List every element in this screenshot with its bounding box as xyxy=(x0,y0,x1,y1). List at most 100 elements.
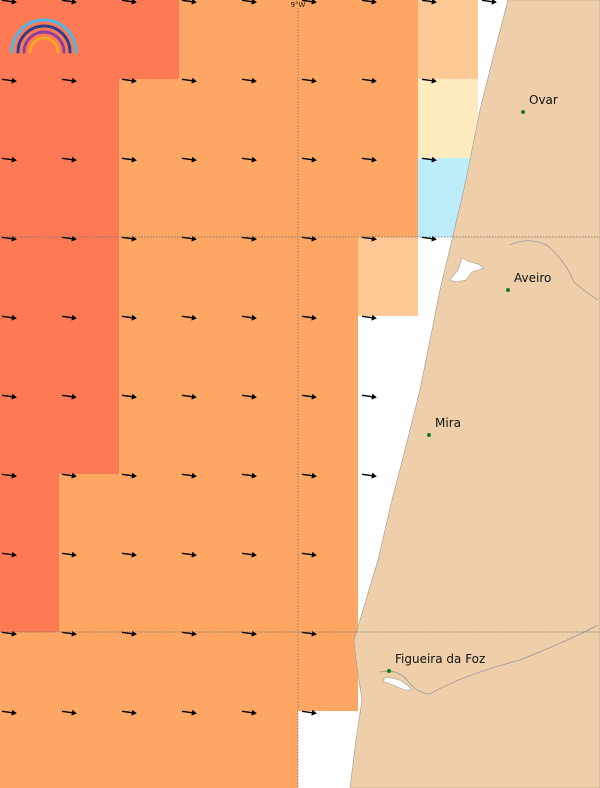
arrow-shaft xyxy=(481,0,494,3)
arrow-head xyxy=(311,314,317,321)
wave-cell xyxy=(418,79,478,158)
wave-cell xyxy=(0,79,119,158)
arrow-shaft xyxy=(121,0,134,3)
wind-arrow xyxy=(1,77,17,84)
arrow-shaft xyxy=(181,552,194,556)
arrow-shaft xyxy=(241,236,254,240)
arrow-shaft xyxy=(361,394,374,398)
arrow-shaft xyxy=(421,0,434,3)
wind-arrow xyxy=(61,709,77,716)
wind-arrow xyxy=(361,156,377,163)
wind-arrow xyxy=(301,314,317,321)
arrow-shaft xyxy=(301,236,314,240)
wind-arrow xyxy=(181,0,197,5)
wind-arrow xyxy=(61,0,77,5)
arrow-head xyxy=(11,472,17,479)
wind-arrow xyxy=(241,156,257,163)
wind-arrow xyxy=(61,314,77,321)
wind-arrow xyxy=(241,472,257,479)
arrow-head xyxy=(71,0,77,5)
wave-cell xyxy=(0,711,298,788)
arrow-head xyxy=(371,77,377,84)
arrow-shaft xyxy=(301,394,314,398)
places: Ovar Aveiro Mira Figueira da Foz xyxy=(387,93,558,673)
wind-arrow xyxy=(61,77,77,84)
wind-arrow xyxy=(61,472,77,479)
wind-arrow xyxy=(61,551,77,558)
wind-arrow xyxy=(241,709,257,716)
wave-cell xyxy=(0,632,358,711)
wind-arrow xyxy=(241,314,257,321)
wave-layer xyxy=(0,0,478,788)
arrow-head xyxy=(191,472,197,479)
arrow-shaft xyxy=(121,552,134,556)
river xyxy=(379,624,599,695)
arrow-shaft xyxy=(241,315,254,319)
arrow-head xyxy=(491,0,497,5)
arrow-shaft xyxy=(301,473,314,477)
place-label: Aveiro xyxy=(514,271,551,285)
wind-arrow xyxy=(241,393,257,400)
arrow-shaft xyxy=(301,315,314,319)
logo-arc xyxy=(22,30,66,54)
arrow-shaft xyxy=(361,78,374,82)
arrow-head xyxy=(311,0,317,5)
land xyxy=(349,0,600,788)
arrow-head xyxy=(131,393,137,400)
wind-arrow xyxy=(121,77,137,84)
arrow-shaft xyxy=(301,631,314,635)
wind-arrow xyxy=(1,0,17,5)
arrow-head xyxy=(371,472,377,479)
arrow-shaft xyxy=(301,552,314,556)
wind-arrow xyxy=(301,709,317,716)
arrow-shaft xyxy=(361,0,374,3)
wind-arrow xyxy=(181,77,197,84)
arrow-head xyxy=(191,77,197,84)
arrow-head xyxy=(311,156,317,163)
wave-cell xyxy=(0,553,59,632)
wave-cell xyxy=(119,237,358,316)
wind-arrow xyxy=(241,551,257,558)
arrow-head xyxy=(11,393,17,400)
arrow-head xyxy=(251,472,257,479)
wind-arrow xyxy=(421,77,437,84)
arrow-head xyxy=(131,551,137,558)
arrow-head xyxy=(371,156,377,163)
wave-cell xyxy=(119,158,418,237)
wave-cell xyxy=(0,158,119,237)
arrow-head xyxy=(11,551,17,558)
arrow-shaft xyxy=(121,157,134,161)
arrow-shaft xyxy=(361,473,374,477)
arrow-head xyxy=(251,551,257,558)
arrow-shaft xyxy=(241,157,254,161)
wind-arrow xyxy=(181,156,197,163)
river xyxy=(509,240,599,301)
arrow-shaft xyxy=(241,78,254,82)
arrow-shaft xyxy=(421,78,434,82)
arrow-head xyxy=(71,393,77,400)
arrow-head xyxy=(251,709,257,716)
arrow-head xyxy=(311,472,317,479)
place-label: Mira xyxy=(435,416,461,430)
arrow-shaft xyxy=(301,157,314,161)
arrow-head xyxy=(311,77,317,84)
wind-arrow xyxy=(121,709,137,716)
arrow-shaft xyxy=(121,710,134,714)
arrow-head xyxy=(251,393,257,400)
arrow-shaft xyxy=(241,710,254,714)
wind-arrow xyxy=(181,393,197,400)
arrow-head xyxy=(311,551,317,558)
arrow-head xyxy=(431,77,437,84)
lagoon xyxy=(449,257,485,283)
place-dot xyxy=(506,288,510,292)
arrow-head xyxy=(251,77,257,84)
arrow-head xyxy=(71,709,77,716)
wind-arrow xyxy=(301,472,317,479)
arrow-shaft xyxy=(241,552,254,556)
arrow-shaft xyxy=(181,0,194,3)
wind-arrow xyxy=(241,77,257,84)
arrow-shaft xyxy=(121,78,134,82)
wave-cell xyxy=(0,395,119,474)
arrow-shaft xyxy=(181,473,194,477)
